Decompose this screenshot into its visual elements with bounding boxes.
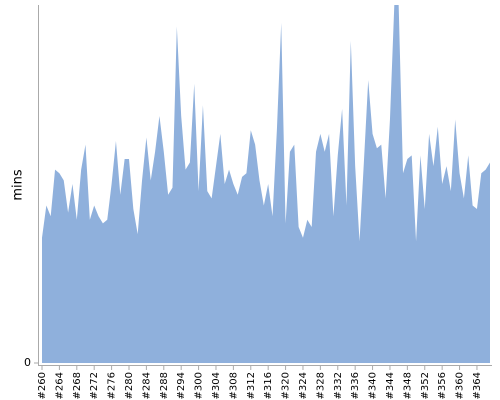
x-tick-label: #300 — [194, 372, 205, 399]
y-tick-label: 0 — [24, 356, 31, 369]
x-tick-label: #320 — [281, 372, 292, 399]
x-tick-label: #272 — [89, 372, 100, 399]
x-tick-label: #308 — [228, 372, 239, 399]
x-tick-label: #344 — [385, 372, 396, 399]
x-tick-label: #316 — [263, 372, 274, 399]
x-tick-label: #336 — [350, 372, 361, 399]
y-axis-label: mins — [11, 169, 26, 201]
area — [42, 5, 490, 363]
x-tick-label: #294 — [176, 372, 187, 399]
x-tick-label: #268 — [72, 372, 83, 399]
x-tick-label: #304 — [211, 372, 222, 399]
x-tick-label: #280 — [124, 372, 135, 399]
x-tick-label: #312 — [246, 372, 257, 399]
x-tick-label: #332 — [333, 372, 344, 399]
x-tick-label: #364 — [472, 372, 483, 399]
x-tick-label: #348 — [402, 372, 413, 399]
x-tick-label: #360 — [455, 372, 466, 399]
x-tick-label: #276 — [107, 372, 118, 399]
x-tick-label: #328 — [315, 372, 326, 399]
x-tick-label: #288 — [159, 372, 170, 399]
x-tick-label: #324 — [298, 372, 309, 399]
x-tick-label: #284 — [141, 372, 152, 399]
x-tick-label: #260 — [37, 372, 48, 399]
x-tick-label: #356 — [437, 372, 448, 399]
x-tick-label: #264 — [54, 372, 65, 399]
x-tick-label: #340 — [368, 372, 379, 399]
x-tick-label: #352 — [420, 372, 431, 399]
